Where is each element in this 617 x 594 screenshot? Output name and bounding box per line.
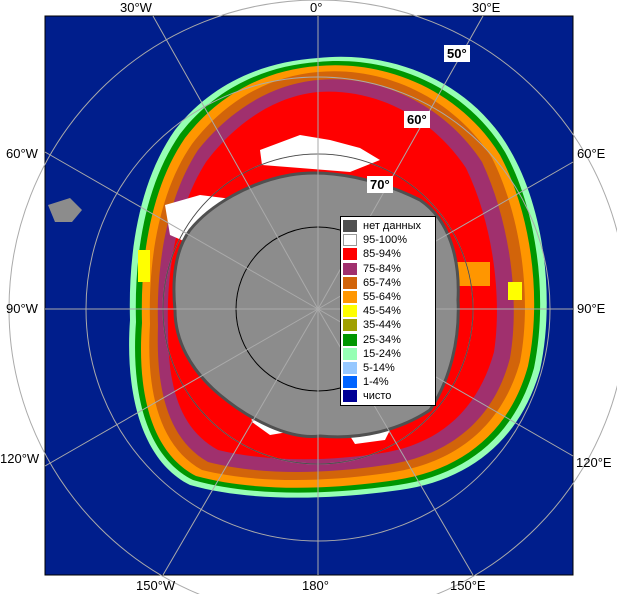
legend-swatch bbox=[343, 220, 357, 233]
legend-item: 25-34% bbox=[343, 333, 433, 347]
legend-item: 65-74% bbox=[343, 276, 433, 290]
legend-item: 45-54% bbox=[343, 304, 433, 318]
legend: нет данных 95-100% 85-94% 75-84% 65-74% 55-64… bbox=[340, 216, 436, 407]
legend-swatch bbox=[343, 291, 357, 304]
legend-label: 95-100% bbox=[363, 234, 408, 247]
lat-label-70: 70° bbox=[367, 176, 393, 193]
lon-label-90w: 90°W bbox=[6, 301, 38, 316]
legend-item: 1-4% bbox=[343, 375, 433, 389]
legend-label: 1-4% bbox=[363, 376, 389, 389]
legend-swatch bbox=[343, 248, 357, 261]
lon-label-120w: 120°W bbox=[0, 451, 40, 466]
legend-item: чисто bbox=[343, 389, 433, 403]
legend-swatch bbox=[343, 376, 357, 389]
legend-swatch bbox=[343, 361, 357, 374]
legend-item: 75-84% bbox=[343, 262, 433, 276]
ice-patch-45-54-east bbox=[508, 282, 522, 300]
legend-label: чисто bbox=[363, 390, 392, 403]
lon-label-90e: 90°E bbox=[577, 301, 606, 316]
legend-swatch bbox=[343, 333, 357, 346]
legend-label: 45-54% bbox=[363, 305, 401, 318]
legend-swatch bbox=[343, 262, 357, 275]
ice-patch-45-54-west bbox=[138, 250, 150, 282]
legend-label: 15-24% bbox=[363, 347, 401, 360]
legend-item: 35-44% bbox=[343, 318, 433, 332]
lat-label-50: 50° bbox=[444, 45, 470, 62]
legend-item: 55-64% bbox=[343, 290, 433, 304]
legend-swatch bbox=[343, 347, 357, 360]
legend-label: 75-84% bbox=[363, 262, 401, 275]
lon-label-120e: 120°E bbox=[576, 455, 612, 470]
legend-swatch bbox=[343, 319, 357, 332]
legend-item: 85-94% bbox=[343, 247, 433, 261]
south-america-tip bbox=[48, 198, 82, 222]
lon-label-60e: 60°E bbox=[577, 146, 606, 161]
legend-label: 5-14% bbox=[363, 361, 395, 374]
lon-label-30e: 30°E bbox=[472, 0, 501, 15]
lon-label-30w: 30°W bbox=[120, 0, 152, 15]
lon-label-60w: 60°W bbox=[6, 146, 38, 161]
lon-label-180: 180° bbox=[302, 578, 329, 593]
lon-label-0: 0° bbox=[310, 0, 323, 15]
legend-label: 35-44% bbox=[363, 319, 401, 332]
ice-zone-95-100-a bbox=[260, 135, 380, 172]
lon-label-150w: 150°W bbox=[136, 578, 176, 593]
legend-label: нет данных bbox=[363, 220, 422, 233]
legend-item: 5-14% bbox=[343, 361, 433, 375]
legend-swatch bbox=[343, 276, 357, 289]
lon-label-150e: 150°E bbox=[450, 578, 486, 593]
legend-label: 25-34% bbox=[363, 333, 401, 346]
legend-item: 95-100% bbox=[343, 233, 433, 247]
legend-swatch bbox=[343, 305, 357, 318]
legend-swatch bbox=[343, 390, 357, 403]
ice-patch-55-64-east bbox=[455, 262, 490, 286]
legend-label: 85-94% bbox=[363, 248, 401, 261]
legend-item: нет данных bbox=[343, 219, 433, 233]
legend-label: 65-74% bbox=[363, 276, 401, 289]
lat-label-60: 60° bbox=[404, 111, 430, 128]
legend-item: 15-24% bbox=[343, 347, 433, 361]
legend-label: 55-64% bbox=[363, 291, 401, 304]
legend-swatch bbox=[343, 234, 357, 247]
